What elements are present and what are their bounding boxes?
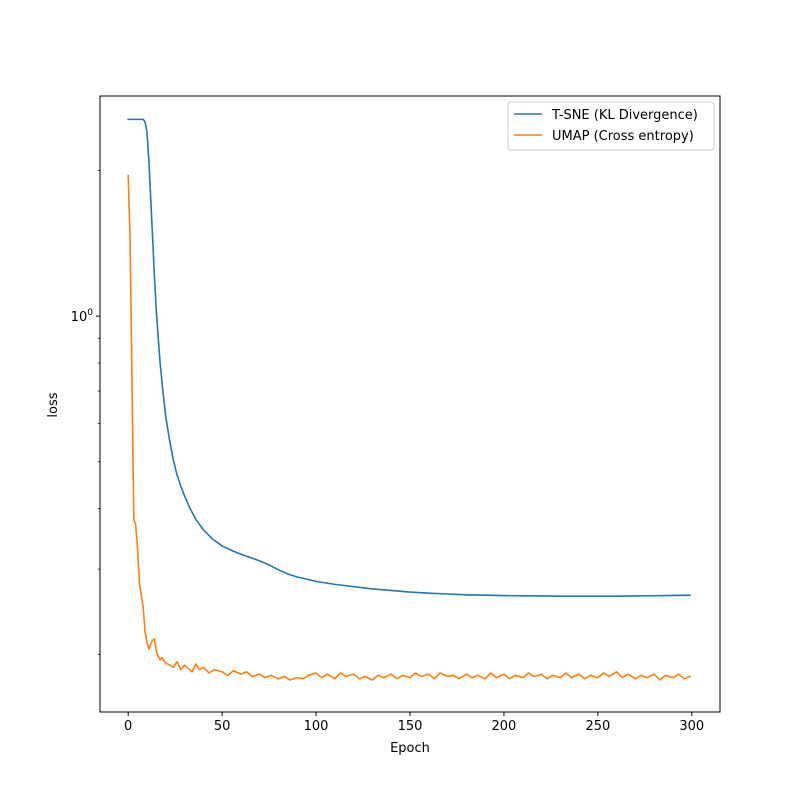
series-layer	[127, 118, 691, 681]
series-line-1	[127, 174, 691, 681]
x-tick-label: 0	[124, 719, 132, 734]
axes-layer: 0 50 100 150 200 250 300 100	[71, 95, 721, 734]
y-tick-label: 100	[71, 308, 94, 325]
x-tick-label: 100	[304, 719, 329, 734]
legend-label-1: UMAP (Cross entropy)	[552, 129, 694, 144]
x-tick-label: 300	[679, 719, 704, 734]
series-line-0	[127, 118, 691, 598]
x-tick-label: 250	[585, 719, 610, 734]
y-axis-label: loss	[46, 392, 61, 417]
x-tick-label: 50	[214, 719, 231, 734]
plot-frame	[99, 95, 721, 713]
x-axis-label: Epoch	[390, 741, 430, 756]
legend: T-SNE (KL Divergence) UMAP (Cross entropy…	[507, 101, 715, 151]
legend-box	[507, 101, 715, 151]
x-tick-label: 150	[398, 719, 423, 734]
legend-label-0: T-SNE (KL Divergence)	[551, 108, 698, 123]
x-tick-label: 200	[492, 719, 517, 734]
